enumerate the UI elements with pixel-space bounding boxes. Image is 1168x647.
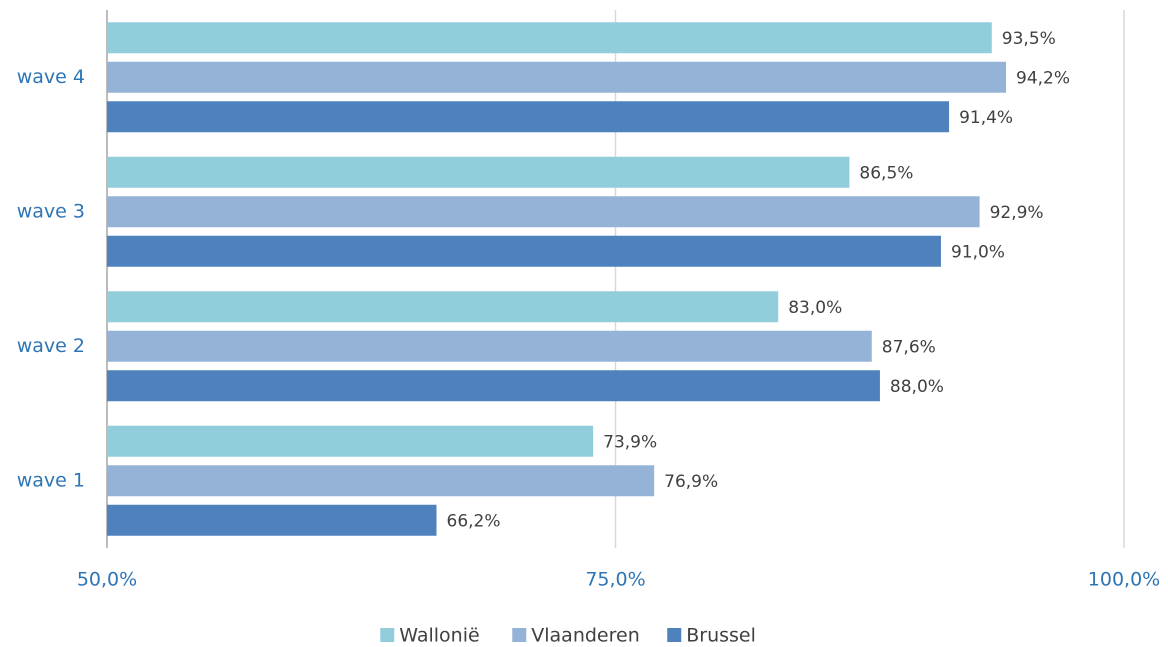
value-label: 92,9% [990, 203, 1044, 223]
bar [107, 425, 594, 457]
bar [107, 101, 950, 133]
x-tick-label: 50,0% [77, 569, 137, 591]
value-label: 91,4% [959, 108, 1013, 128]
value-label: 83,0% [788, 298, 842, 318]
bar [107, 61, 1007, 93]
value-label: 76,9% [664, 472, 718, 492]
value-label: 73,9% [603, 432, 657, 452]
bar [107, 465, 655, 497]
legend-label: Brussel [686, 625, 756, 647]
bar [107, 156, 850, 188]
value-label: 87,6% [882, 337, 936, 357]
legend-swatch [380, 628, 395, 642]
bar [107, 196, 980, 228]
value-label: 93,5% [1002, 29, 1056, 49]
bar [107, 330, 872, 362]
value-label: 86,5% [859, 163, 913, 183]
y-tick-label: wave 4 [17, 66, 85, 88]
bar [107, 22, 992, 54]
y-tick-label: wave 1 [17, 469, 85, 491]
y-tick-label: wave 3 [17, 200, 85, 222]
value-label: 66,2% [447, 511, 501, 531]
legend-swatch [512, 628, 527, 642]
bar [107, 370, 880, 402]
value-label: 94,2% [1016, 68, 1070, 88]
legend-label: Wallonië [399, 625, 479, 647]
y-tick-label: wave 2 [17, 335, 85, 357]
bar [107, 291, 779, 323]
value-label: 91,0% [951, 242, 1005, 262]
x-tick-label: 75,0% [585, 569, 645, 591]
bar [107, 235, 941, 267]
x-tick-label: 100,0% [1088, 569, 1160, 591]
legend-swatch [667, 628, 682, 642]
legend-label: Vlaanderen [531, 625, 639, 647]
value-label: 88,0% [890, 377, 944, 397]
bar [107, 504, 437, 536]
